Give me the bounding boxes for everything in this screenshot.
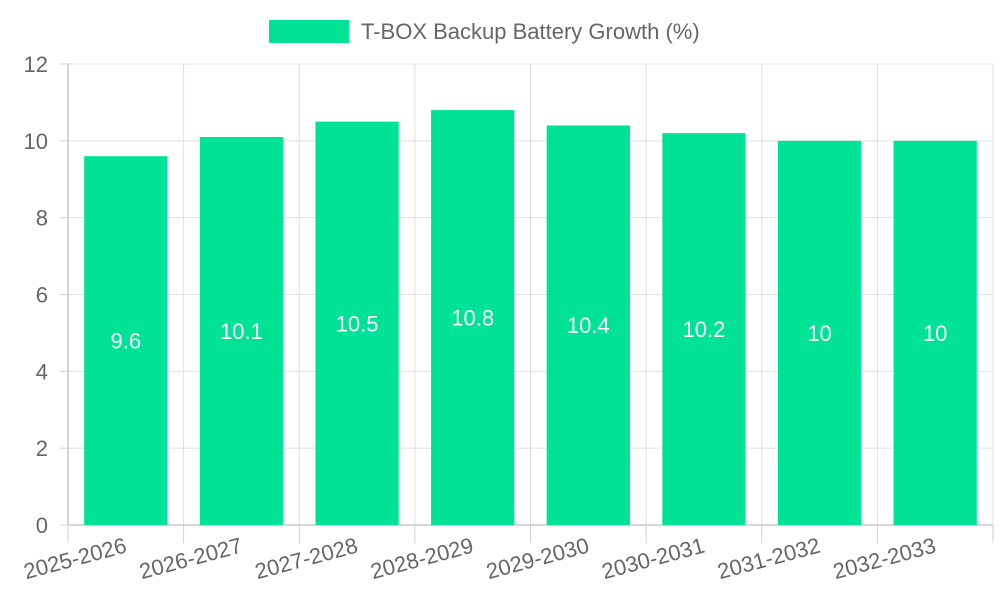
bar-data-label: 10.8 — [451, 306, 494, 331]
bar[interactable] — [777, 140, 862, 526]
bar[interactable] — [662, 133, 746, 525]
x-tick-label: 2027-2028 — [252, 533, 360, 584]
bar[interactable] — [893, 140, 977, 526]
y-tick-label: 10 — [24, 129, 48, 154]
x-tick-label: 2031-2032 — [715, 533, 823, 584]
bar[interactable] — [431, 110, 515, 525]
bar-data-label: 9.6 — [111, 329, 142, 354]
bar-data-label: 10.2 — [683, 317, 726, 342]
y-tick-label: 8 — [36, 206, 48, 231]
y-axis-ticks: 0 2 4 6 8 10 12 — [24, 52, 68, 538]
x-tick-label: 2026-2027 — [137, 533, 245, 584]
legend[interactable]: T-BOX Backup Battery Growth (%) — [269, 19, 700, 44]
x-tick-label: 2032-2033 — [830, 533, 938, 584]
bar-data-label: 10 — [923, 321, 947, 346]
y-tick-label: 4 — [36, 359, 48, 384]
legend-label: T-BOX Backup Battery Growth (%) — [361, 19, 700, 44]
bar[interactable] — [546, 125, 630, 525]
data-labels: 9.6 10.1 10.5 10.8 10.4 10.2 10 10 — [111, 306, 948, 354]
y-tick-label: 12 — [24, 52, 48, 77]
bars — [84, 110, 977, 526]
bar[interactable] — [315, 121, 399, 525]
y-tick-label: 0 — [36, 513, 48, 538]
bar-data-label: 10.5 — [336, 311, 379, 336]
legend-swatch — [269, 20, 349, 43]
bar[interactable] — [84, 156, 168, 525]
x-tick-label: 2028-2029 — [368, 533, 476, 584]
bar-data-label: 10.4 — [567, 313, 610, 338]
bar[interactable] — [199, 136, 284, 525]
bar-data-label: 10.1 — [220, 319, 263, 344]
x-tick-label: 2025-2026 — [21, 533, 129, 584]
y-tick-label: 6 — [36, 283, 48, 308]
bar-data-label: 10 — [807, 321, 831, 346]
x-tick-label: 2029-2030 — [484, 533, 592, 584]
x-tick-label: 2030-2031 — [599, 533, 707, 584]
y-tick-label: 2 — [36, 436, 48, 461]
x-axis-ticks: 2025-2026 2026-2027 2027-2028 2028-2029 2029… — [21, 525, 994, 584]
